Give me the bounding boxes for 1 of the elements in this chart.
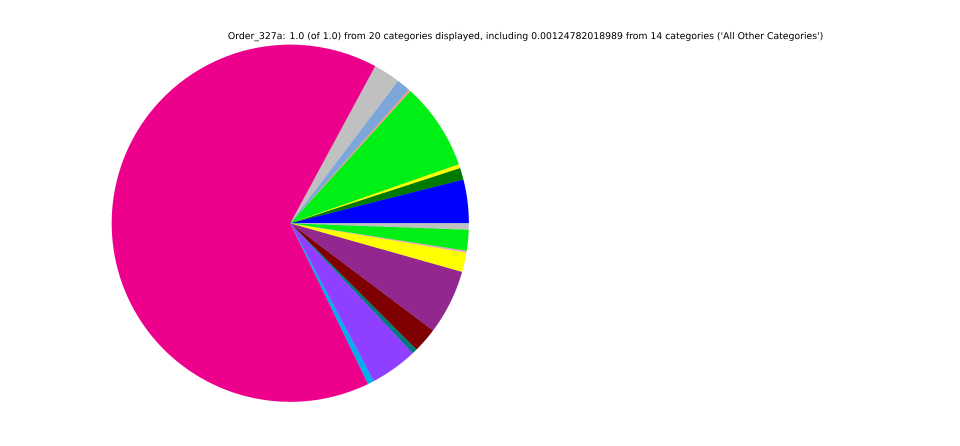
text: Order_327a: 1.0 (of 1.0) from 20 categories displayed, including 0.00124782018989 from 14 categories ('All Other Categories') xyxy=(228,32,822,41)
